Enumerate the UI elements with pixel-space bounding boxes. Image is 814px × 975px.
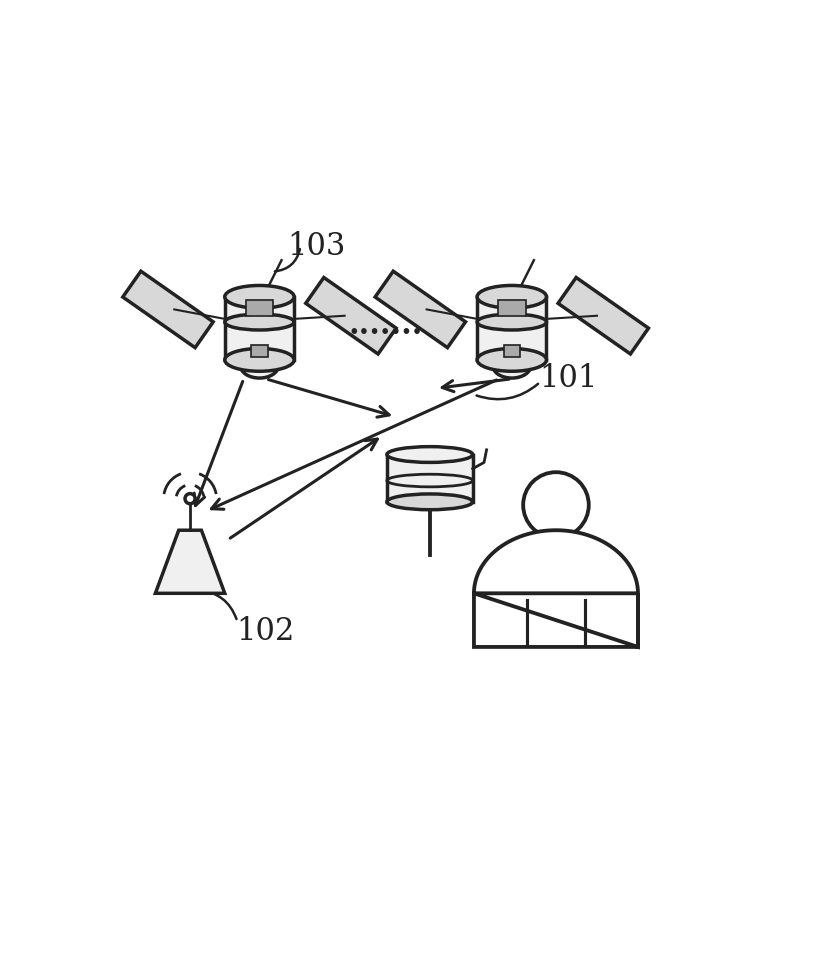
Polygon shape [155, 530, 225, 594]
Polygon shape [375, 271, 466, 348]
Circle shape [185, 493, 195, 504]
Ellipse shape [240, 353, 278, 378]
Bar [504, 345, 520, 357]
Circle shape [523, 472, 589, 538]
Bar [477, 296, 546, 360]
Text: .......: ....... [348, 310, 422, 340]
Polygon shape [306, 278, 396, 354]
Ellipse shape [387, 494, 473, 510]
Bar [225, 296, 294, 360]
Ellipse shape [477, 286, 546, 308]
Polygon shape [558, 278, 649, 354]
Bar [246, 300, 274, 316]
Ellipse shape [225, 348, 294, 371]
Bar [498, 300, 526, 316]
Text: 101: 101 [540, 364, 597, 394]
Polygon shape [474, 530, 638, 647]
Ellipse shape [477, 348, 546, 371]
Ellipse shape [477, 314, 546, 330]
Polygon shape [123, 271, 213, 348]
Bar [252, 345, 268, 357]
Ellipse shape [492, 353, 531, 378]
Ellipse shape [225, 286, 294, 308]
Bar [387, 454, 473, 502]
Text: 102: 102 [237, 615, 295, 646]
Ellipse shape [225, 314, 294, 330]
Text: 103: 103 [287, 231, 345, 262]
Ellipse shape [387, 447, 473, 462]
